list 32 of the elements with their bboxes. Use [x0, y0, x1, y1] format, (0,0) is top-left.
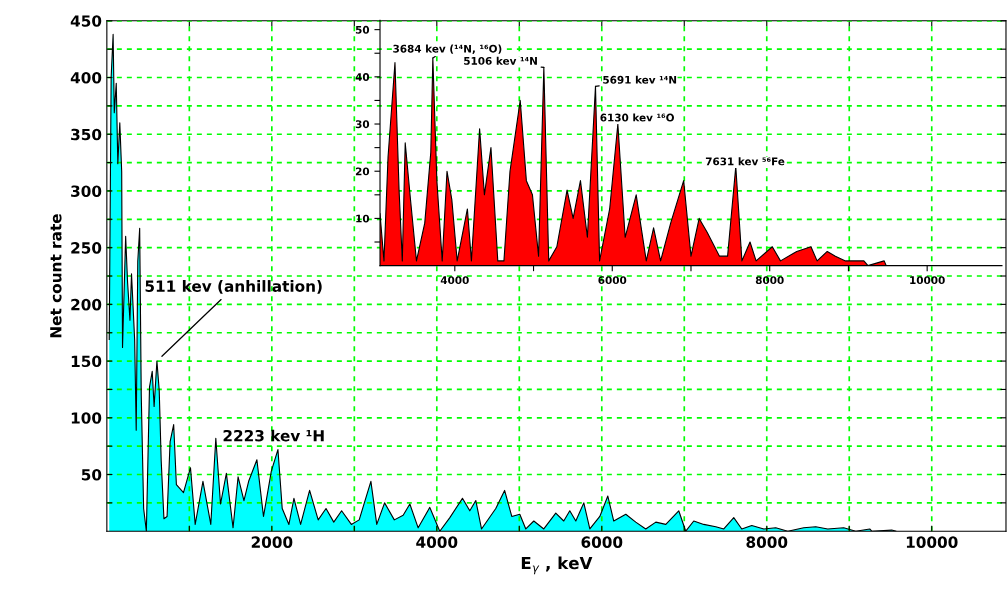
- x-tick-label: 10000: [910, 276, 945, 285]
- y-tick-label: 50: [81, 468, 102, 481]
- annotation: 7631 kev ⁵⁶Fe: [705, 157, 785, 166]
- x-tick-label: 8000: [755, 276, 784, 285]
- y-tick-label: 250: [71, 242, 102, 254]
- x-tick-label: 2000: [251, 536, 293, 548]
- y-tick-label: 50: [355, 25, 370, 34]
- y-axis-title: Net count rate: [50, 214, 62, 338]
- y-tick-label: 30: [355, 120, 370, 129]
- x-tick-label: 10000: [906, 536, 958, 548]
- annotation: 2223 kev ¹H: [223, 429, 324, 442]
- annotation: 3684 kev (¹⁴N, ¹⁶O): [393, 44, 502, 54]
- y-tick-label: 300: [71, 185, 102, 197]
- x-tick-label: 6000: [581, 536, 623, 548]
- y-tick-label: 350: [71, 128, 102, 141]
- x-tick-label: 4000: [416, 536, 458, 548]
- y-tick-label: 100: [71, 412, 102, 424]
- y-tick-label: 10: [356, 214, 370, 223]
- x-axis-title: E$_{γ}$ , keV: [521, 556, 593, 575]
- y-tick-label: 400: [70, 71, 102, 84]
- annotation: 511 kev (anhillation): [145, 280, 322, 294]
- y-tick-label: 40: [355, 73, 370, 81]
- x-tick-label: 6000: [598, 276, 627, 285]
- annotation: 5691 kev ¹⁴N: [603, 75, 677, 84]
- annotation: 6130 kev ¹⁶O: [600, 113, 674, 122]
- y-tick-label: 200: [71, 298, 102, 311]
- y-tick-label: 20: [355, 167, 370, 176]
- y-tick-label: 450: [70, 15, 102, 27]
- y-tick-label: 150: [71, 355, 102, 368]
- x-tick-label: 4000: [440, 276, 469, 285]
- annotation: 5106 kev ¹⁴N: [464, 56, 537, 65]
- x-tick-label: 8000: [746, 536, 788, 548]
